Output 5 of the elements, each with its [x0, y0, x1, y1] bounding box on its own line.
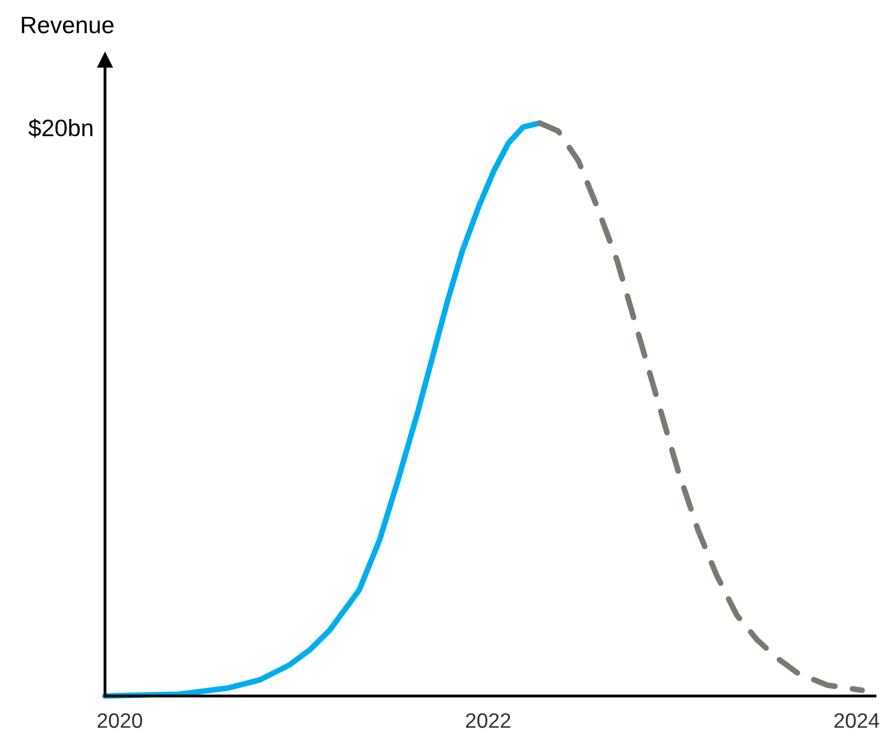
text: $20bn	[28, 118, 92, 138]
x-tick-label: 2020	[98, 713, 142, 728]
y-axis-title: Revenue	[22, 16, 114, 34]
x-tick-label: 2024	[834, 713, 880, 728]
x-tick-label: 2022	[466, 713, 510, 728]
